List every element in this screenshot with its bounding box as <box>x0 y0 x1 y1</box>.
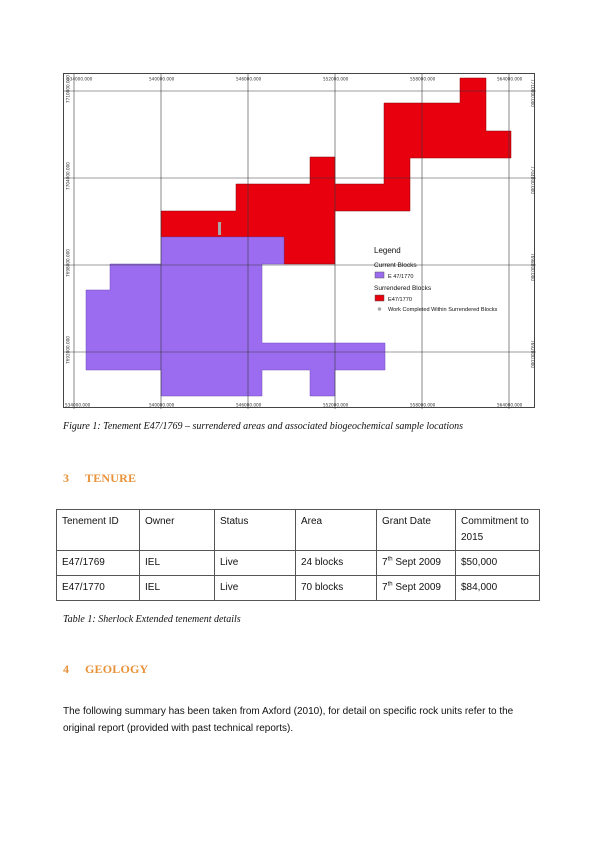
coord-label: 552000.000 <box>323 77 349 82</box>
table-cell: 24 blocks <box>295 550 377 576</box>
table-cell: 7th Sept 2009 <box>376 575 456 601</box>
section-title: GEOLOGY <box>85 662 149 676</box>
left-coord-labels: 7710000.000 7704000.000 7698000.000 7692… <box>66 75 71 364</box>
table-header-row: Tenement ID Owner Status Area Grant Date… <box>56 509 540 551</box>
table-header-cell: Area <box>295 509 377 551</box>
table-cell: 70 blocks <box>295 575 377 601</box>
coord-label: 564000.000 <box>497 403 523 408</box>
legend-title: Legend <box>374 246 401 255</box>
coord-label: 7704000.000 <box>530 166 535 194</box>
table-caption: Table 1: Sherlock Extended tenement deta… <box>63 614 241 625</box>
legend-surrendered-heading: Surrendered Blocks <box>374 285 432 292</box>
table-header-cell: Tenement ID <box>56 509 140 551</box>
coord-label: 534000.000 <box>65 403 91 408</box>
coord-label: 7698000.000 <box>530 253 535 281</box>
figure-caption: Figure 1: Tenement E47/1769 – surrendere… <box>63 421 464 432</box>
coord-label: 7710000.000 <box>530 79 535 107</box>
surrendered-blocks-area <box>160 77 512 265</box>
section-title: TENURE <box>85 471 137 485</box>
table-cell: E47/1769 <box>56 550 140 576</box>
coord-label: 558000.000 <box>410 77 436 82</box>
table-cell: IEL <box>139 550 215 576</box>
table-header-cell: Grant Date <box>376 509 456 551</box>
coord-label: 564000.000 <box>497 77 523 82</box>
coord-label: 534000.000 <box>67 77 93 82</box>
coord-label: 7710000.000 <box>66 75 71 103</box>
map-canvas: 534000.000 540000.000 546000.000 552000.… <box>64 74 536 409</box>
table-cell: $50,000 <box>455 550 540 576</box>
coord-label: 546000.000 <box>236 403 262 408</box>
top-coord-labels: 534000.000 540000.000 546000.000 552000.… <box>67 77 523 82</box>
coord-label: 540000.000 <box>149 77 175 82</box>
coord-label: 540000.000 <box>149 403 175 408</box>
summary-paragraph: The following summary has been taken fro… <box>63 706 514 734</box>
legend-current-heading: Current Blocks <box>374 262 417 269</box>
table-cell: E47/1770 <box>56 575 140 601</box>
legend-swatch-surrendered <box>374 294 385 302</box>
table-row: E47/1770 IEL Live 70 blocks 7th Sept 200… <box>56 575 540 601</box>
table-header-cell: Owner <box>139 509 215 551</box>
section-number: 3 <box>63 471 70 485</box>
table-cell: Live <box>214 575 296 601</box>
coord-label: 558000.000 <box>410 403 436 408</box>
date-rest: Sept 2009 <box>392 582 441 593</box>
work-completed-marker <box>218 222 221 235</box>
coord-label: 7698000.000 <box>66 249 71 277</box>
date-suffix: th <box>387 556 393 563</box>
date-day: 7 <box>382 557 388 568</box>
coord-label: 7692000.000 <box>530 340 535 368</box>
date-rest: Sept 2009 <box>392 557 441 568</box>
tenement-table: Tenement ID Owner Status Area Grant Date… <box>56 509 540 601</box>
table-cell: IEL <box>139 575 215 601</box>
coord-label: 552000.000 <box>323 403 349 408</box>
date-day: 7 <box>382 582 388 593</box>
legend-surrendered-item: E47/1770 <box>388 297 412 303</box>
coord-label: 546000.000 <box>236 77 262 82</box>
table-row: E47/1769 IEL Live 24 blocks 7th Sept 200… <box>56 550 540 576</box>
right-coord-labels: 7710000.000 7704000.000 7698000.000 7692… <box>530 79 535 368</box>
legend-swatch-work <box>377 307 382 311</box>
bottom-coord-labels: 534000.000 540000.000 546000.000 552000.… <box>65 403 523 408</box>
section-number: 4 <box>63 662 70 676</box>
map-grid <box>64 74 536 409</box>
legend-current-item: E 47/1770 <box>388 274 414 280</box>
section-heading-geology: 4 GEOLOGY <box>63 662 148 677</box>
section-heading-tenure: 3 TENURE <box>63 471 136 486</box>
tenement-map: 534000.000 540000.000 546000.000 552000.… <box>63 73 536 409</box>
table-cell: 7th Sept 2009 <box>376 550 456 576</box>
table-cell: Live <box>214 550 296 576</box>
legend-swatch-current <box>374 271 385 279</box>
map-legend: Legend Current Blocks E 47/1770 Surrende… <box>374 246 498 313</box>
current-blocks-area <box>85 236 386 397</box>
table-cell: $84,000 <box>455 575 540 601</box>
table-header-cell: Commitment to 2015 <box>455 509 540 551</box>
coord-label: 7692000.000 <box>66 336 71 364</box>
coord-label: 7704000.000 <box>66 162 71 190</box>
date-suffix: th <box>387 581 393 588</box>
legend-work-item: Work Completed Within Surrendered Blocks <box>388 307 498 313</box>
table-header-cell: Status <box>214 509 296 551</box>
